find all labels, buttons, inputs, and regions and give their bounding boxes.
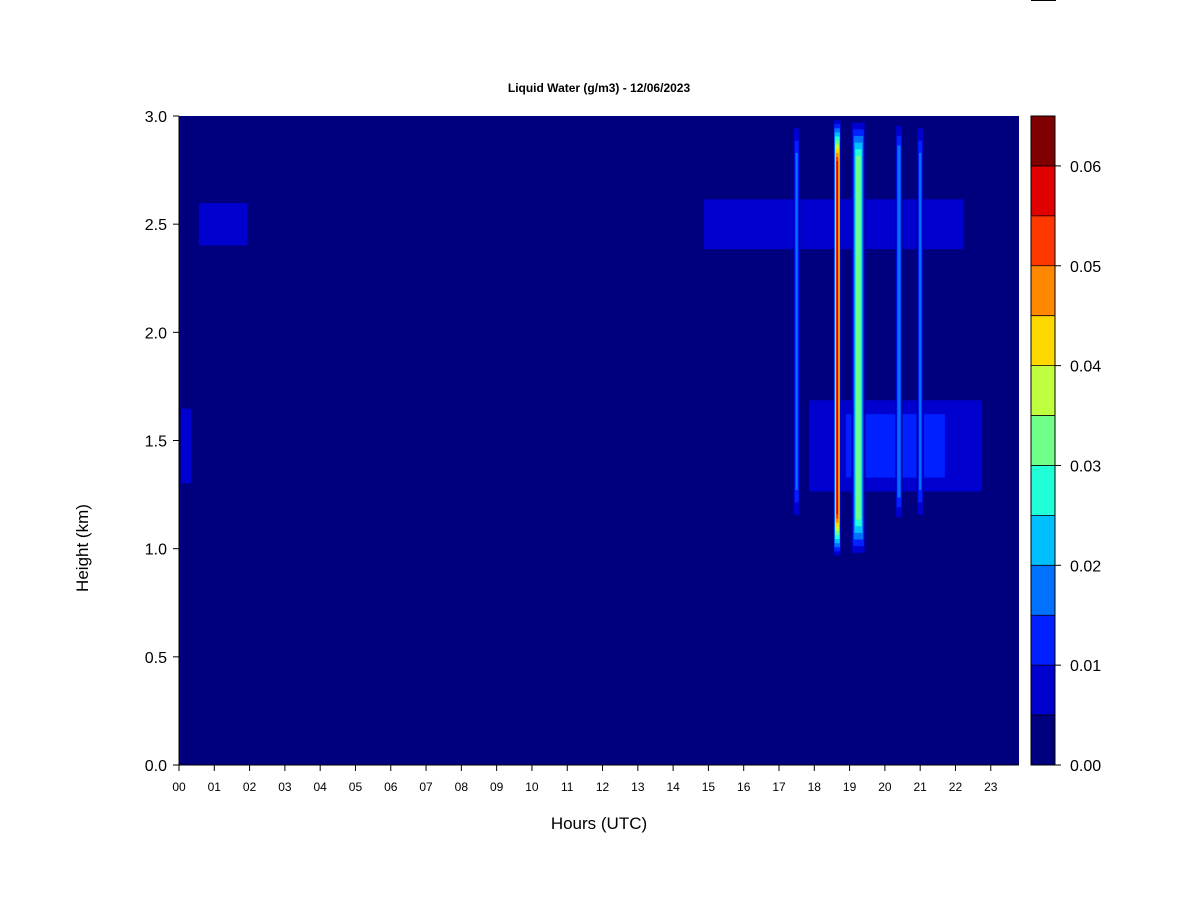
heatmap-feature [836, 165, 838, 511]
x-tick-label: 09 [490, 780, 504, 794]
y-axis-label: Height (km) [73, 504, 92, 592]
x-tick-label: 02 [243, 780, 257, 794]
x-tick-label: 05 [349, 780, 363, 794]
x-tick-label: 21 [913, 780, 927, 794]
colorbar: 0.00 0.01 0.02 0.03 0.04 0.05 0.06 [1030, 115, 1101, 775]
x-axis-label: Hours (UTC) [551, 814, 647, 833]
colorbar-tick-label: 0.05 [1070, 259, 1101, 276]
x-tick-label: 12 [596, 780, 610, 794]
x-tick-label: 14 [666, 780, 680, 794]
x-tick-label: 17 [772, 780, 786, 794]
heatmap-feature [198, 203, 248, 246]
y-tick-label: 2.5 [145, 217, 167, 234]
y-tick-label: 2.0 [145, 325, 167, 342]
x-tick-label: 08 [455, 780, 469, 794]
x-tick-label: 19 [843, 780, 857, 794]
x-tick-label: 06 [384, 780, 398, 794]
x-tick-label: 04 [313, 780, 327, 794]
x-tick-label: 23 [984, 780, 998, 794]
heatmap-feature [898, 155, 900, 488]
x-tick-label: 01 [208, 780, 222, 794]
y-tick-label: 3.0 [145, 109, 167, 126]
heatmap-plot-area [178, 116, 1019, 766]
y-tick-label: 0.0 [145, 758, 167, 775]
colorbar-segment [1031, 315, 1055, 366]
colorbar-segment [1031, 215, 1055, 266]
heatmap-feature [919, 152, 922, 491]
colorbar-segment [1031, 465, 1055, 516]
colorbar-segment [1031, 565, 1055, 616]
colorbar-segment [1031, 415, 1055, 466]
corner-mark [1031, 0, 1056, 1]
colorbar-segment [1031, 265, 1055, 316]
colorbar-tick-label: 0.03 [1070, 458, 1101, 475]
x-tick-label: 13 [631, 780, 645, 794]
colorbar-segment [1031, 715, 1055, 765]
y-tick-label: 1.0 [145, 542, 167, 559]
x-tick-label: 22 [949, 780, 963, 794]
colorbar-tick-label: 0.02 [1070, 558, 1101, 575]
chart-title: Liquid Water (g/m3) - 12/06/2023 [508, 81, 691, 95]
x-tick-label: 10 [525, 780, 539, 794]
heatmap-feature [856, 162, 860, 513]
colorbar-frame [1030, 115, 1056, 766]
colorbar-segment [1031, 365, 1055, 416]
x-tick-label: 11 [561, 780, 574, 794]
y-tick-label: 0.5 [145, 650, 167, 667]
x-tick-label: 16 [737, 780, 751, 794]
x-axis-ticks: 00 01 02 03 04 05 06 07 08 09 10 11 12 13 14 15 16 17 18 19… [172, 765, 998, 794]
colorbar-segment [1031, 615, 1055, 666]
colorbar-tick-label: 0.04 [1070, 359, 1101, 376]
colorbar-tick-label: 0.00 [1070, 758, 1101, 775]
y-axis-ticks: 0.0 0.5 1.0 1.5 2.0 2.5 3.0 [145, 109, 179, 775]
colorbar-tick-label: 0.01 [1070, 658, 1101, 675]
x-tick-label: 15 [702, 780, 716, 794]
heatmap-feature [183, 419, 189, 472]
x-tick-label: 03 [278, 780, 292, 794]
heatmap-feature [795, 152, 798, 491]
x-tick-label: 20 [878, 780, 892, 794]
colorbar-segment [1031, 165, 1055, 216]
colorbar-segment [1031, 116, 1055, 166]
x-tick-label: 18 [808, 780, 822, 794]
colorbar-segment [1031, 665, 1055, 716]
y-tick-label: 1.5 [145, 434, 167, 451]
colorbar-tick-label: 0.06 [1070, 159, 1101, 176]
x-tick-label: 00 [172, 780, 186, 794]
colorbar-segment [1031, 515, 1055, 566]
x-tick-label: 07 [419, 780, 433, 794]
